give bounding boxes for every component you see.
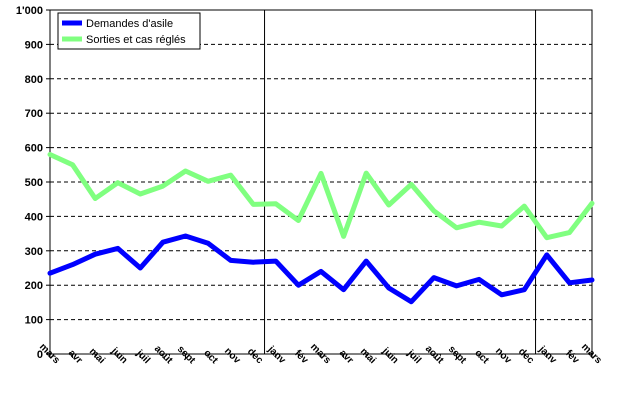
- x-tick-label: dec: [245, 346, 265, 366]
- x-tick-label: nov: [493, 346, 514, 367]
- plot-border: [50, 10, 592, 354]
- x-tick-label: nov: [222, 346, 243, 367]
- series-line-0: [50, 236, 592, 302]
- x-tick-label: oct: [201, 348, 220, 367]
- x-tick-label: janv: [265, 343, 288, 366]
- series-line-1: [50, 155, 592, 238]
- y-tick-label: 500: [25, 177, 43, 189]
- x-tick-label: fév: [292, 348, 310, 366]
- y-tick-label: 700: [25, 108, 43, 120]
- x-tick-label: janv: [536, 343, 559, 366]
- y-tick-label: 300: [25, 246, 43, 258]
- x-tick-label: dec: [516, 346, 536, 366]
- series-layer: [50, 154, 592, 301]
- y-tick-label: 1'000: [16, 5, 43, 17]
- x-tick-label: mai: [87, 346, 107, 366]
- axes: [46, 10, 592, 358]
- y-tick-label: 900: [25, 39, 43, 51]
- y-tick-label: 400: [25, 211, 43, 223]
- x-tick-label: juil: [404, 347, 423, 366]
- y-tick-label: 800: [25, 74, 43, 86]
- x-tick-label: avr: [66, 348, 84, 366]
- x-tick-label: oct: [472, 348, 491, 367]
- x-tick-label: sept: [175, 344, 198, 367]
- x-tick-label: août: [423, 343, 446, 366]
- legend: Demandes d'asile Sorties et cas réglés: [58, 13, 200, 49]
- x-tick-label: sept: [446, 344, 469, 367]
- y-tick-label: 100: [25, 315, 43, 327]
- grid-layer: [50, 44, 592, 319]
- legend-label: Sorties et cas réglés: [86, 34, 186, 46]
- x-tick-label: mai: [358, 346, 378, 366]
- x-tick-label: juin: [108, 345, 129, 366]
- x-tick-label: juin: [379, 345, 400, 366]
- x-tick-label: août: [152, 343, 175, 366]
- x-tick-label: avr: [337, 348, 355, 366]
- x-tick-label: juil: [133, 347, 152, 366]
- y-tick-label: 600: [25, 143, 43, 155]
- y-tick-label: 200: [25, 280, 43, 292]
- legend-label: Demandes d'asile: [86, 18, 173, 30]
- x-tick-label: fév: [563, 348, 581, 366]
